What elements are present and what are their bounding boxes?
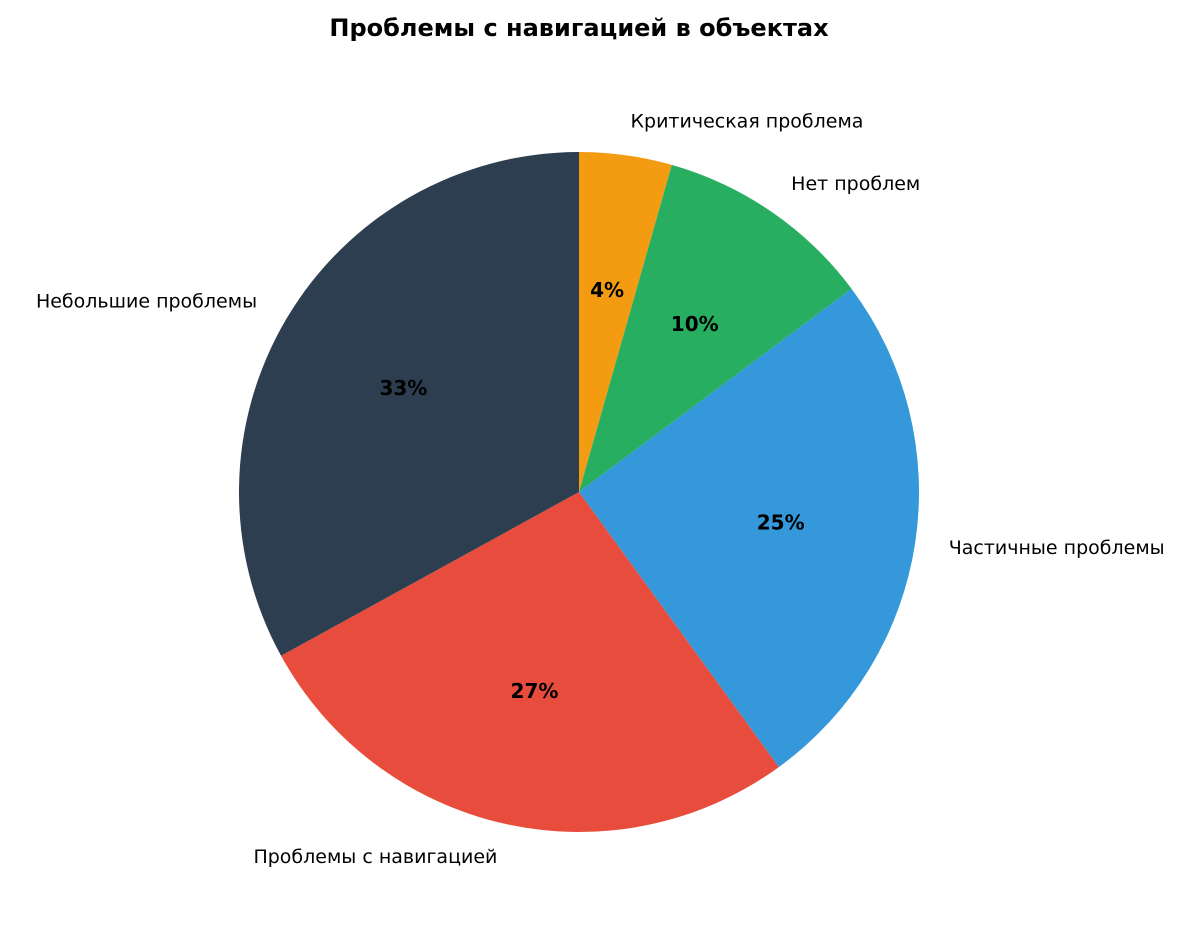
pie-slice-4: [281, 492, 779, 832]
slice-percent-label: 27%: [511, 679, 559, 703]
pie-slices: [238, 152, 919, 832]
pie-slice-2: [579, 164, 852, 493]
chart-title: Проблемы с навигацией в объектах: [329, 14, 829, 42]
slice-percent-label: 4%: [590, 278, 624, 302]
slice-percent-label: 10%: [671, 312, 719, 336]
pie-slice-5: [238, 152, 580, 656]
slice-percent-label: 33%: [379, 376, 427, 400]
pie-slice-3: [579, 288, 919, 768]
slice-percent-label: 25%: [757, 511, 805, 535]
slice-category-label: Частичные проблемы: [949, 537, 1165, 559]
slice-category-label: Небольшие проблемы: [36, 291, 257, 313]
slice-category-label: Нет проблем: [791, 173, 920, 195]
slice-category-label: Критическая проблема: [631, 111, 864, 133]
slice-category-label: Проблемы с навигацией: [253, 846, 497, 868]
pie-labels: 4% Критическая проблема 10% Нет проблем 25% Ч…: [36, 111, 1165, 868]
pie-slice-1: [579, 152, 672, 492]
